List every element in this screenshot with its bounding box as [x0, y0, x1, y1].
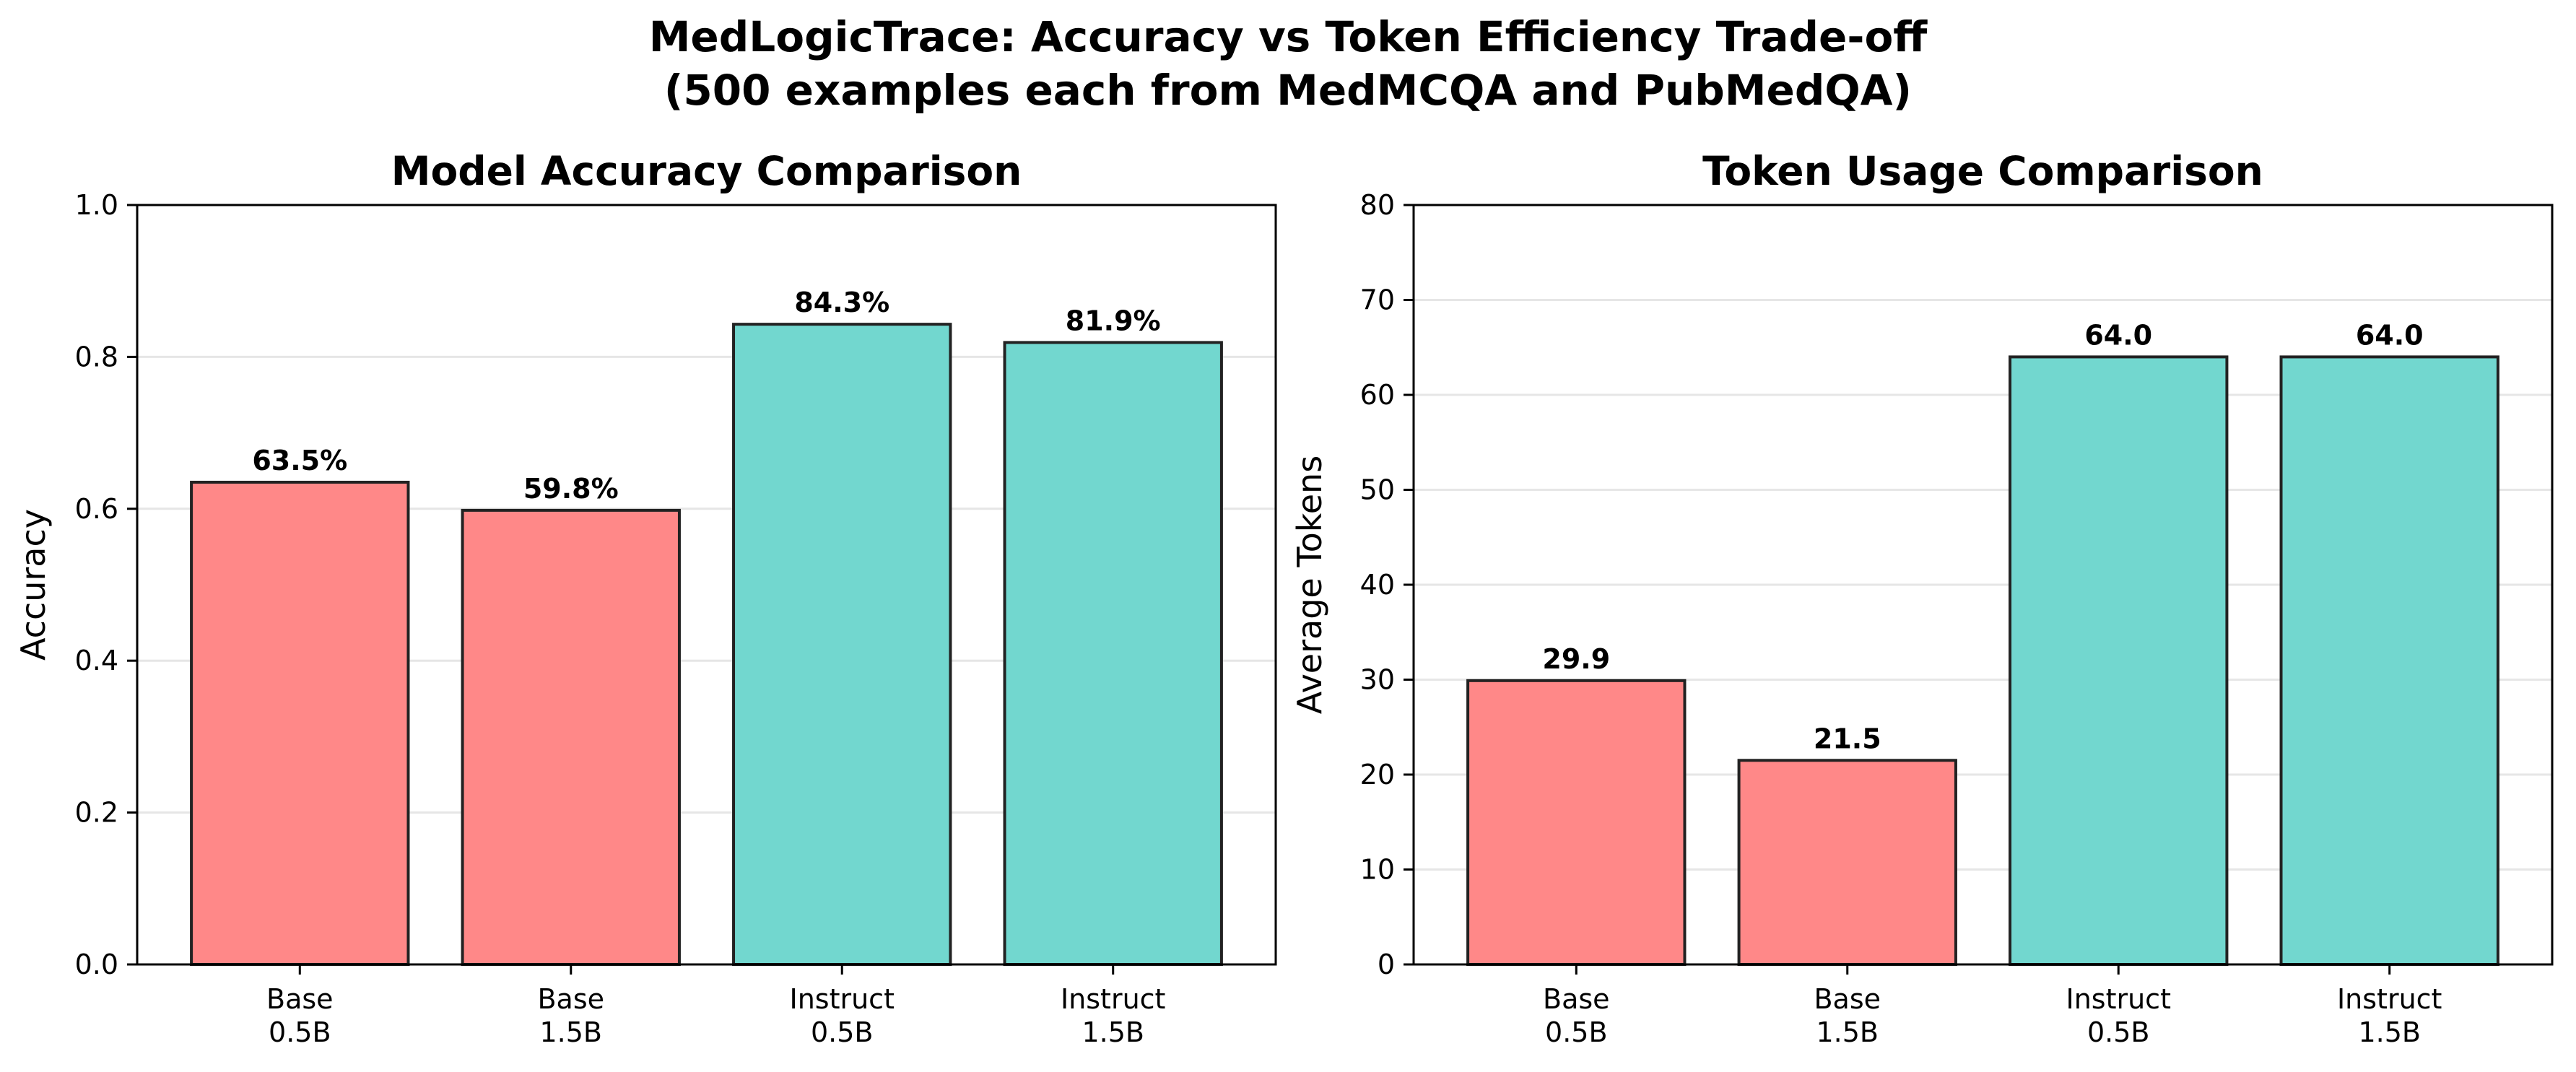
token-usage-data-label: 29.9	[1542, 643, 1610, 675]
accuracy-ytick-label: 0.4	[75, 645, 118, 676]
accuracy-ytick-label: 1.0	[75, 189, 118, 221]
token-usage-ytick-label: 50	[1360, 474, 1395, 506]
accuracy-xtick-label-line: 0.5B	[269, 1016, 331, 1048]
accuracy-bar	[461, 508, 681, 966]
token-usage-xtick-label-line: 0.5B	[2087, 1016, 2150, 1048]
accuracy-xtick-label-line: Instruct	[1061, 983, 1166, 1015]
accuracy-ytick-label: 0.8	[75, 341, 118, 372]
accuracy-xtick-label-line: 0.5B	[811, 1016, 874, 1048]
accuracy-xtick-label: Instruct 0.5B	[789, 983, 895, 1048]
token-usage-axes-frame	[1412, 204, 2554, 966]
accuracy-ytick-label: 0.2	[75, 797, 118, 829]
token-usage-bar	[2279, 355, 2499, 966]
token-usage-xtick-label-line: Instruct	[2066, 983, 2171, 1015]
figure-title-line1: MedLogicTrace: Accuracy vs Token Efficie…	[648, 12, 1928, 61]
token-usage-bar	[1466, 679, 1687, 966]
accuracy-data-label: 59.8%	[523, 473, 619, 505]
token-usage-xtick-label-line: Base	[1543, 983, 1610, 1015]
accuracy-xtick-label: Base 0.5B	[266, 983, 334, 1048]
accuracy-ytick-label: 0.0	[75, 949, 118, 980]
token-usage-ylabel: Average Tokens	[1290, 456, 1329, 714]
figure-title: MedLogicTrace: Accuracy vs Token Efficie…	[0, 10, 2576, 117]
accuracy-axes-frame	[136, 204, 1277, 966]
token-usage-xtick-label: Base 1.5B	[1814, 983, 1881, 1048]
accuracy-xtick-label: Instruct 1.5B	[1061, 983, 1166, 1048]
token-usage-xtick-label-line: 1.5B	[2358, 1016, 2421, 1048]
token-usage-ytick-label: 10	[1360, 854, 1395, 886]
token-usage-ytick-label: 80	[1360, 189, 1395, 221]
accuracy-ytick-label: 0.6	[75, 493, 118, 525]
token-usage-bar	[2009, 355, 2229, 966]
token-usage-ytick-label: 60	[1360, 379, 1395, 411]
token-usage-ytick-label: 30	[1360, 664, 1395, 696]
accuracy-chart: Model Accuracy Comparison 0.0 0.2 0.4 0.6 0.8…	[14, 148, 1277, 1048]
token-usage-data-label: 64.0	[2356, 319, 2424, 351]
accuracy-bar	[732, 323, 952, 966]
accuracy-xtick-label: Base 1.5B	[537, 983, 604, 1048]
token-usage-xtick-label-line: Instruct	[2337, 983, 2442, 1015]
token-usage-xtick-label-line: 0.5B	[1545, 1016, 1608, 1048]
token-usage-xtick-label: Instruct 0.5B	[2066, 983, 2171, 1048]
token-usage-xtick-label: Base 0.5B	[1543, 983, 1610, 1048]
accuracy-xtick-label-line: 1.5B	[1082, 1016, 1144, 1048]
figure-title-line2: (500 examples each from MedMCQA and PubM…	[663, 66, 1913, 115]
token-usage-data-label: 64.0	[2084, 319, 2152, 351]
token-usage-chart: Token Usage Comparison 0 10 20 30 40 50 60 70 80 2…	[1290, 148, 2554, 1048]
accuracy-xtick-label-line: Base	[537, 983, 604, 1015]
accuracy-xtick-label-line: 1.5B	[540, 1016, 603, 1048]
token-usage-ytick-label: 20	[1360, 759, 1395, 790]
accuracy-data-label: 63.5%	[252, 445, 347, 476]
accuracy-bar	[1003, 341, 1223, 966]
token-usage-bar	[1737, 759, 1957, 967]
token-usage-xtick-label-line: Base	[1814, 983, 1881, 1015]
token-usage-ytick-label: 40	[1360, 569, 1395, 601]
accuracy-data-label: 81.9%	[1066, 305, 1161, 336]
token-usage-xtick-label-line: 1.5B	[1816, 1016, 1879, 1048]
token-usage-data-label: 21.5	[1814, 723, 1881, 754]
accuracy-data-label: 84.3%	[794, 287, 889, 318]
accuracy-ylabel: Accuracy	[14, 509, 53, 661]
accuracy-xtick-label-line: Base	[266, 983, 334, 1015]
accuracy-chart-title: Model Accuracy Comparison	[391, 148, 1022, 194]
token-usage-xtick-label: Instruct 1.5B	[2337, 983, 2442, 1048]
token-usage-chart-title: Token Usage Comparison	[1702, 148, 2263, 194]
token-usage-ytick-label: 0	[1378, 949, 1395, 980]
accuracy-xtick-label-line: Instruct	[789, 983, 895, 1015]
token-usage-ytick-label: 70	[1360, 284, 1395, 316]
accuracy-bar	[190, 480, 410, 966]
